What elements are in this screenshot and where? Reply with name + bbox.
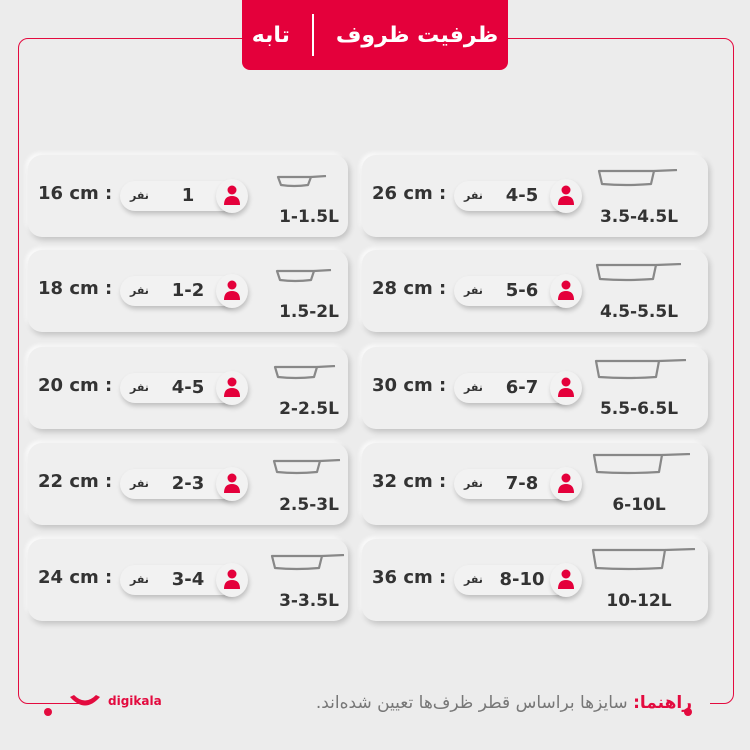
person-badge	[550, 274, 582, 308]
size-card: 24 cm : نفر 3-4 3-3.5L	[28, 539, 348, 621]
capacity-label: 6-10L	[612, 495, 666, 515]
person-icon	[224, 280, 240, 300]
header-title: ظرفیت ظروف	[335, 22, 499, 48]
people-unit: نفر	[130, 189, 149, 202]
size-card: 18 cm : نفر 1-2 1.5-2L	[28, 250, 348, 332]
smile-icon	[70, 695, 100, 706]
person-icon	[558, 377, 574, 397]
people-unit: نفر	[464, 477, 483, 490]
capacity-label: 4.5-5.5L	[599, 302, 679, 322]
diameter-label: 30 cm :	[372, 375, 447, 396]
person-icon	[224, 185, 240, 205]
person-badge	[216, 563, 248, 597]
capacity-label: 2.5-3L	[279, 495, 339, 515]
diameter-label: 26 cm :	[372, 183, 447, 204]
person-badge	[550, 563, 582, 597]
frying-pan-icon	[270, 554, 345, 571]
person-icon	[558, 280, 574, 300]
frying-pan-icon	[275, 268, 331, 282]
person-icon	[558, 185, 574, 205]
guide-label: راهنما:	[633, 693, 692, 713]
header-divider	[311, 14, 314, 56]
digikala-logo: digikala	[68, 694, 162, 708]
people-unit: نفر	[464, 189, 483, 202]
person-badge	[550, 179, 582, 213]
frying-pan-icon	[272, 459, 340, 475]
people-unit: نفر	[464, 284, 483, 297]
size-card: 36 cm : نفر 8-10 10-12L	[362, 539, 708, 621]
person-badge	[216, 274, 248, 308]
size-card: 22 cm : نفر 2-3 2.5-3L	[28, 443, 348, 525]
people-unit: نفر	[130, 477, 149, 490]
capacity-label: 1.5-2L	[279, 302, 339, 322]
people-count: 4-5	[505, 185, 539, 206]
size-card: 16 cm : نفر 1 1-1.5L	[28, 155, 348, 237]
capacity-label: 3.5-4.5L	[599, 207, 679, 227]
people-unit: نفر	[130, 381, 149, 394]
person-icon	[224, 377, 240, 397]
frying-pan-icon	[597, 169, 677, 187]
header-banner: ظرفیت ظروف تابه	[242, 0, 508, 70]
diameter-label: 32 cm :	[372, 471, 447, 492]
person-badge	[550, 371, 582, 405]
size-card: 32 cm : نفر 7-8 6-10L	[362, 443, 708, 525]
people-unit: نفر	[464, 381, 483, 394]
frame-dot	[684, 708, 692, 716]
size-card: 28 cm : نفر 5-6 4.5-5.5L	[362, 250, 708, 332]
person-icon	[558, 473, 574, 493]
people-count: 1-2	[171, 280, 205, 301]
logo-text: digikala	[108, 694, 162, 708]
size-card: 30 cm : نفر 6-7 5.5-6.5L	[362, 347, 708, 429]
people-count: 8-10	[499, 569, 545, 590]
people-unit: نفر	[464, 573, 483, 586]
people-count: 1	[181, 185, 195, 206]
size-card: 26 cm : نفر 4-5 3.5-4.5L	[362, 155, 708, 237]
people-count: 4-5	[171, 377, 205, 398]
frying-pan-icon	[273, 364, 336, 379]
people-count: 6-7	[505, 377, 539, 398]
capacity-label: 5.5-6.5L	[599, 399, 679, 419]
frying-pan-icon	[591, 548, 695, 571]
size-card: 20 cm : نفر 4-5 2-2.5L	[28, 347, 348, 429]
people-unit: نفر	[130, 284, 149, 297]
frying-pan-icon	[592, 453, 691, 475]
person-badge	[216, 179, 248, 213]
header-subtitle: تابه	[251, 22, 290, 48]
people-count: 3-4	[171, 569, 205, 590]
frying-pan-icon	[595, 262, 682, 281]
person-icon	[558, 569, 574, 589]
people-unit: نفر	[130, 573, 149, 586]
people-count: 2-3	[171, 473, 205, 494]
capacity-label: 10-12L	[606, 591, 672, 611]
capacity-label: 1-1.5L	[279, 207, 339, 227]
capacity-label: 2-2.5L	[279, 399, 339, 419]
diameter-label: 18 cm :	[38, 278, 113, 299]
diameter-label: 22 cm :	[38, 471, 113, 492]
guide-text: سایزها براساس قطر ظرف‌ها تعیین شده‌اند.	[315, 693, 634, 713]
frying-pan-icon	[594, 358, 686, 379]
person-badge	[550, 467, 582, 501]
people-count: 5-6	[505, 280, 539, 301]
diameter-label: 28 cm :	[372, 278, 447, 299]
diameter-label: 36 cm :	[372, 567, 447, 588]
frame-dot	[44, 708, 52, 716]
people-count: 7-8	[505, 473, 539, 494]
diameter-label: 24 cm :	[38, 567, 113, 588]
person-icon	[224, 473, 240, 493]
person-badge	[216, 371, 248, 405]
diameter-label: 20 cm :	[38, 375, 113, 396]
diameter-label: 16 cm :	[38, 183, 113, 204]
frying-pan-icon	[276, 175, 327, 188]
person-badge	[216, 467, 248, 501]
capacity-label: 3-3.5L	[279, 591, 339, 611]
guide-note: راهنما: سایزها براساس قطر ظرف‌ها تعیین ش…	[316, 693, 692, 713]
person-icon	[224, 569, 240, 589]
